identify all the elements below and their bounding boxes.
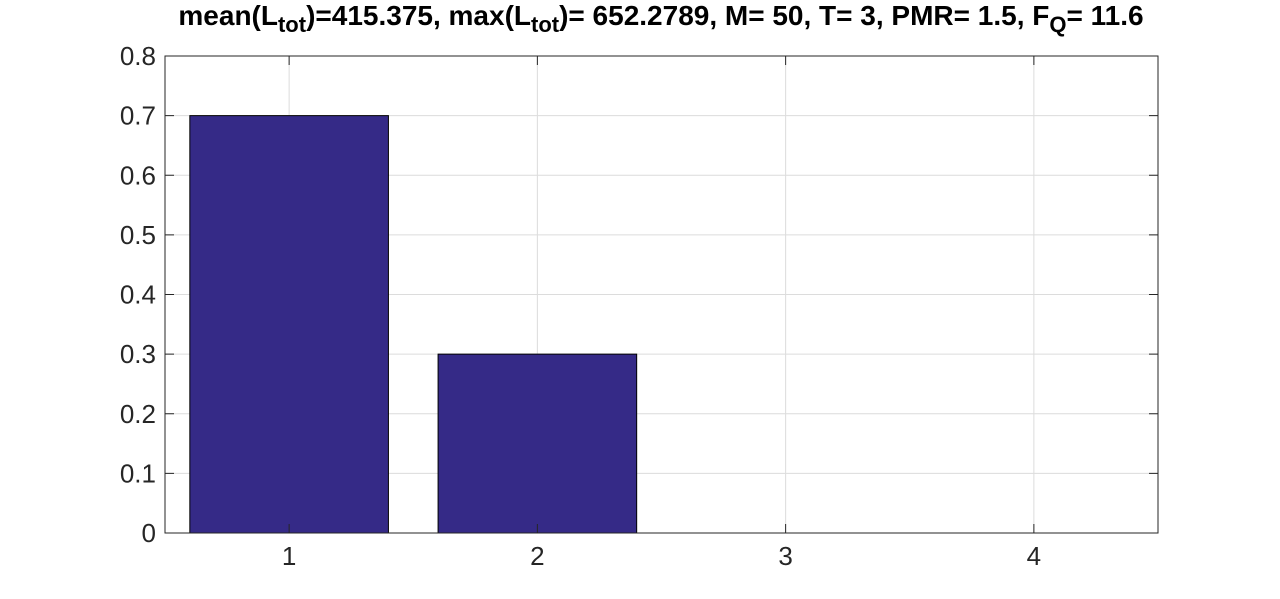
- y-tick-label: 0.4: [120, 280, 156, 310]
- x-tick-label: 2: [530, 541, 544, 571]
- title-segment: )=415.375, max(L: [306, 0, 531, 31]
- bar: [189, 115, 389, 534]
- title-subscript: Q: [1049, 12, 1066, 37]
- title-segment: mean(L: [178, 0, 278, 31]
- tick-marks: [165, 55, 1158, 534]
- y-tick-label: 0.7: [120, 101, 156, 131]
- bars: [189, 115, 638, 534]
- y-tick-label: 0.8: [120, 41, 156, 71]
- x-tick-label: 3: [778, 541, 792, 571]
- y-tick-label: 0.1: [120, 458, 156, 488]
- title-segment: = 11.6: [1066, 0, 1143, 31]
- title-subscript: tot: [278, 12, 307, 37]
- x-tick-label: 4: [1027, 541, 1041, 571]
- x-tick-label: 1: [282, 541, 296, 571]
- y-tick-label: 0: [142, 518, 156, 548]
- y-tick-labels: 0 0.1 0.2 0.3 0.4 0.5 0.6 0.7 0.8: [120, 41, 156, 548]
- y-tick-label: 0.2: [120, 399, 156, 429]
- bar: [437, 353, 638, 534]
- y-tick-label: 0.5: [120, 220, 156, 250]
- title-subscript: tot: [531, 12, 560, 37]
- title-segment: )= 652.2789, M= 50, T= 3, PMR= 1.5, F: [559, 0, 1049, 31]
- y-tick-label: 0.3: [120, 339, 156, 369]
- y-tick-label: 0.6: [120, 160, 156, 190]
- chart-title: mean(Ltot)=415.375, max(Ltot)= 652.2789,…: [178, 0, 1143, 37]
- x-tick-labels: 1 2 3 4: [282, 541, 1041, 571]
